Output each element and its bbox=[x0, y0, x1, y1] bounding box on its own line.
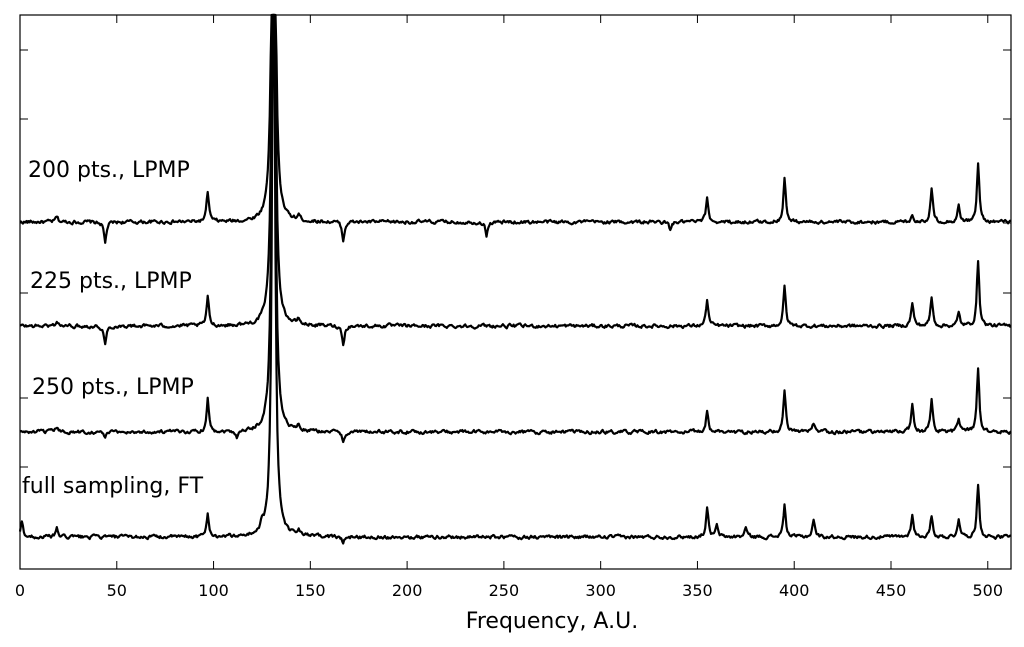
series-label: 250 pts., LPMP bbox=[32, 375, 194, 400]
series-label: 225 pts., LPMP bbox=[30, 269, 192, 294]
series-label: 200 pts., LPMP bbox=[28, 158, 190, 183]
x-tick-label: 450 bbox=[876, 581, 907, 600]
x-tick-label: 100 bbox=[198, 581, 229, 600]
series-line bbox=[20, 15, 1011, 243]
x-axis-label: Frequency, A.U. bbox=[466, 609, 638, 634]
x-tick-label: 350 bbox=[682, 581, 713, 600]
x-tick-label: 250 bbox=[489, 581, 520, 600]
x-tick-label: 150 bbox=[295, 581, 326, 600]
x-tick-label: 400 bbox=[779, 581, 810, 600]
series-label: full sampling, FT bbox=[22, 474, 204, 499]
axis-ticks: 0 50 100 150 200 250 300 350 400 450 500 bbox=[15, 15, 1011, 600]
x-tick-label: 500 bbox=[973, 581, 1004, 600]
x-tick-label: 300 bbox=[585, 581, 616, 600]
x-tick-label: 50 bbox=[107, 581, 127, 600]
x-tick-label: 200 bbox=[392, 581, 423, 600]
x-tick-label: 0 bbox=[15, 581, 25, 600]
